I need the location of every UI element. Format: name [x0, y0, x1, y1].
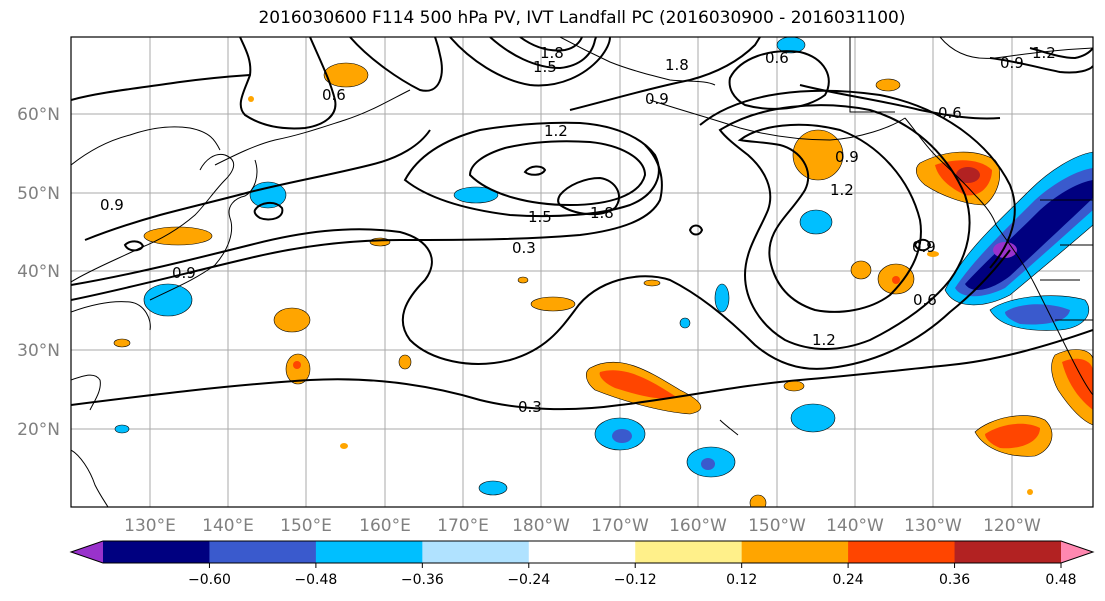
colorbar-tick-label: 0.48: [1045, 572, 1076, 588]
colorbar-segment: [848, 541, 956, 563]
contour-label: 1.8: [665, 56, 689, 74]
contour-label: 0.9: [912, 238, 936, 256]
map-frame: [70, 36, 1094, 508]
lat-label: 60°N: [17, 105, 60, 125]
lon-label: 170°W: [591, 516, 649, 536]
colorbar-segment: [741, 541, 849, 563]
contour-label: 0.3: [512, 239, 536, 257]
map-title: 2016030600 F114 500 hPa PV, IVT Landfall…: [258, 8, 906, 28]
colorbar-segment: [635, 541, 743, 563]
contour-labels: 0.3 0.3 0.6 0.6 0.6 0.6 0.9 0.9 0.9 0.9 …: [100, 44, 1056, 416]
colorbar-tick-label: −0.60: [188, 572, 231, 588]
contour-label: 0.3: [518, 398, 542, 416]
lat-label: 20°N: [17, 420, 60, 440]
lon-label: 180°W: [512, 516, 570, 536]
lon-label: 140°W: [826, 516, 884, 536]
contour-label: 0.6: [913, 291, 937, 309]
colorbar-segment: [422, 541, 530, 563]
colorbar-extend-low: [71, 541, 103, 563]
colorbar-tick-label: −0.12: [614, 572, 657, 588]
contour-label: 0.6: [765, 49, 789, 67]
lon-label: 150°E: [280, 516, 332, 536]
lon-label: 160°E: [359, 516, 411, 536]
contour-label: 1.5: [528, 208, 552, 226]
colorbar-segment: [103, 541, 210, 563]
contour-label: 0.9: [645, 90, 669, 108]
contour-label: 1.2: [830, 181, 854, 199]
contour-label: 1.8: [540, 44, 564, 62]
lon-label: 140°E: [202, 516, 254, 536]
lat-label: 40°N: [17, 262, 60, 282]
colorbar-tick-label: 0.36: [939, 572, 970, 588]
pv-contours: [71, 37, 1093, 411]
graticule: [71, 37, 1093, 507]
colorbar-tick-label: −0.48: [294, 572, 337, 588]
colorbar: −0.60 −0.48 −0.36 −0.24 −0.12 0.12 0.24 0.36 0.4…: [69, 540, 1095, 588]
contour-label: 1.2: [812, 331, 836, 349]
latitude-labels: 20°N 30°N 40°N 50°N 60°N: [17, 105, 60, 440]
lon-label: 160°W: [669, 516, 727, 536]
contour-label: 0.9: [835, 148, 859, 166]
contour-label: 1.2: [544, 122, 568, 140]
colorbar-outline: [69, 540, 1095, 564]
colorbar-segment: [954, 541, 1062, 563]
contour-label: 1.5: [533, 58, 557, 76]
colorbar-segment: [315, 541, 423, 563]
contour-label: 0.9: [100, 196, 124, 214]
lon-label: 130°W: [904, 516, 962, 536]
lon-label: 120°W: [983, 516, 1041, 536]
positive-ivt-shading: [113, 62, 1093, 507]
contour-label: 1.8: [590, 204, 614, 222]
longitude-labels: 130°E 140°E 150°E 160°E 170°E 180°W 170°…: [124, 516, 1041, 536]
contour-label: 0.9: [172, 264, 196, 282]
colorbar-tick-label: −0.36: [401, 572, 444, 588]
lat-label: 50°N: [17, 184, 60, 204]
contour-label: 0.6: [322, 86, 346, 104]
colorbar-tick-label: −0.24: [507, 572, 550, 588]
colorbar-segment: [528, 541, 636, 563]
colorbar-segment: [209, 541, 317, 563]
colorbar-tick-label: 0.24: [833, 572, 864, 588]
colorbar-extend-high: [1061, 541, 1093, 563]
lon-label: 150°W: [748, 516, 806, 536]
lon-label: 130°E: [124, 516, 176, 536]
lat-label: 30°N: [17, 341, 60, 361]
lon-label: 170°E: [437, 516, 489, 536]
colorbar-tick-label: 0.12: [726, 572, 757, 588]
contour-label: 1.2: [1032, 44, 1056, 62]
contour-label: 0.9: [1000, 54, 1024, 72]
contour-label: 0.6: [938, 104, 962, 122]
